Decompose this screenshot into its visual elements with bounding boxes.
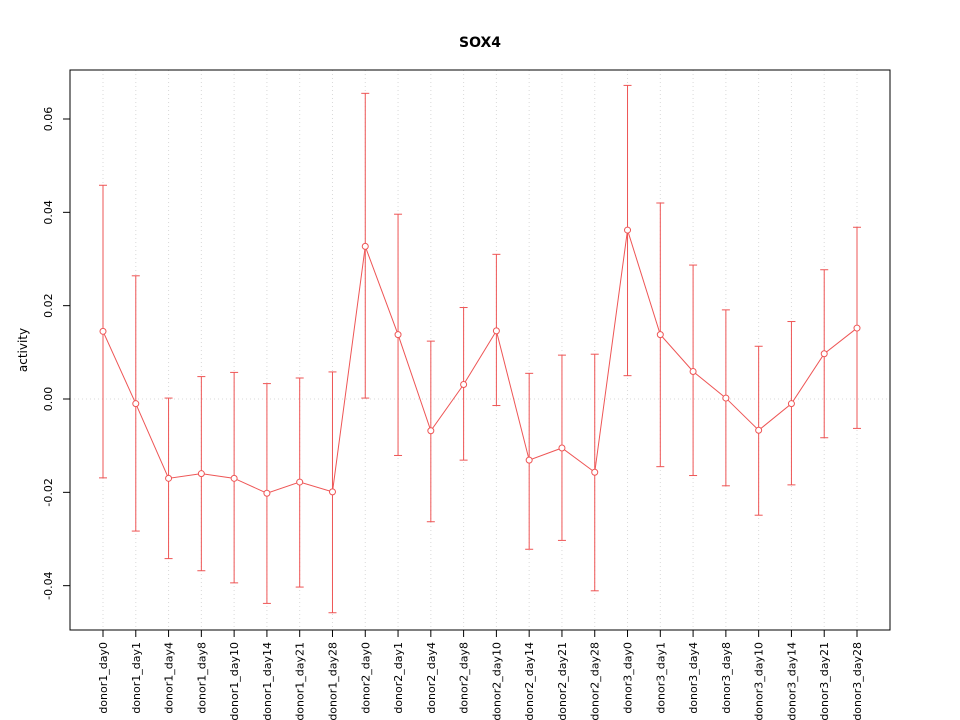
data-point bbox=[689, 367, 697, 375]
grid-layer bbox=[70, 70, 890, 630]
x-tick-label: donor2_day14 bbox=[523, 642, 536, 720]
data-point bbox=[427, 427, 435, 435]
data-point bbox=[99, 327, 107, 335]
data-point bbox=[853, 324, 861, 332]
data-point bbox=[132, 400, 140, 408]
data-point bbox=[197, 470, 205, 478]
x-tick-label: donor1_day10 bbox=[228, 642, 241, 720]
y-tick-label: 0.06 bbox=[42, 107, 55, 132]
x-tick-label: donor3_day4 bbox=[687, 642, 700, 714]
x-tick-label: donor2_day8 bbox=[458, 642, 471, 714]
data-point bbox=[558, 444, 566, 452]
y-tick-label: 0.02 bbox=[42, 293, 55, 318]
y-axis-title: activity bbox=[16, 328, 30, 372]
data-point bbox=[591, 468, 599, 476]
data-point bbox=[820, 350, 828, 358]
x-tick-label: donor3_day14 bbox=[785, 642, 798, 720]
data-point bbox=[460, 381, 468, 389]
x-tick-label: donor3_day21 bbox=[818, 642, 831, 720]
data-point bbox=[230, 474, 238, 482]
data-point bbox=[722, 394, 730, 402]
data-point bbox=[361, 242, 369, 250]
data-point bbox=[656, 331, 664, 339]
axis-layer: -0.04 -0.02 0.00 0.02 0.04 0.06 donor1_day0 don… bbox=[42, 107, 864, 720]
x-tick-label: donor3_day8 bbox=[720, 642, 733, 714]
data-point bbox=[525, 456, 533, 464]
chart-title: SOX4 bbox=[459, 35, 501, 51]
x-tick-label: donor3_day28 bbox=[851, 642, 864, 720]
x-tick-label: donor2_day1 bbox=[392, 642, 405, 714]
data-point bbox=[492, 327, 500, 335]
x-tick-label: donor2_day4 bbox=[425, 642, 438, 714]
y-tick-label: -0.04 bbox=[42, 571, 55, 599]
x-tick-label: donor2_day0 bbox=[359, 642, 372, 714]
x-tick-label: donor1_day8 bbox=[195, 642, 208, 714]
x-tick-label: donor1_day1 bbox=[130, 642, 143, 714]
series-line bbox=[102, 229, 858, 494]
data-point bbox=[787, 400, 795, 408]
data-point bbox=[296, 478, 304, 486]
data-point bbox=[263, 489, 271, 497]
x-tick-label: donor2_day21 bbox=[556, 642, 569, 720]
x-tick-label: donor2_day10 bbox=[490, 642, 503, 720]
y-tick-label: 0.00 bbox=[42, 387, 55, 412]
x-tick-label: donor1_day21 bbox=[294, 642, 307, 720]
data-point bbox=[755, 426, 763, 434]
x-tick-label: donor1_day4 bbox=[163, 642, 176, 714]
x-tick-label: donor1_day14 bbox=[261, 642, 274, 720]
plot-border bbox=[69, 69, 891, 631]
data-point bbox=[165, 474, 173, 482]
x-tick-label: donor3_day10 bbox=[753, 642, 766, 720]
y-tick-label: 0.04 bbox=[42, 200, 55, 225]
x-tick-label: donor1_day28 bbox=[326, 642, 339, 720]
x-tick-label: donor3_day1 bbox=[654, 642, 667, 714]
x-tick-label: donor1_day0 bbox=[97, 642, 110, 714]
data-point bbox=[394, 331, 402, 339]
data-point bbox=[624, 226, 632, 234]
x-tick-label: donor3_day0 bbox=[622, 642, 635, 714]
y-tick-label: -0.02 bbox=[42, 478, 55, 506]
x-tick-label: donor2_day28 bbox=[589, 642, 602, 720]
data-point bbox=[328, 488, 336, 496]
series-layer bbox=[99, 84, 861, 614]
